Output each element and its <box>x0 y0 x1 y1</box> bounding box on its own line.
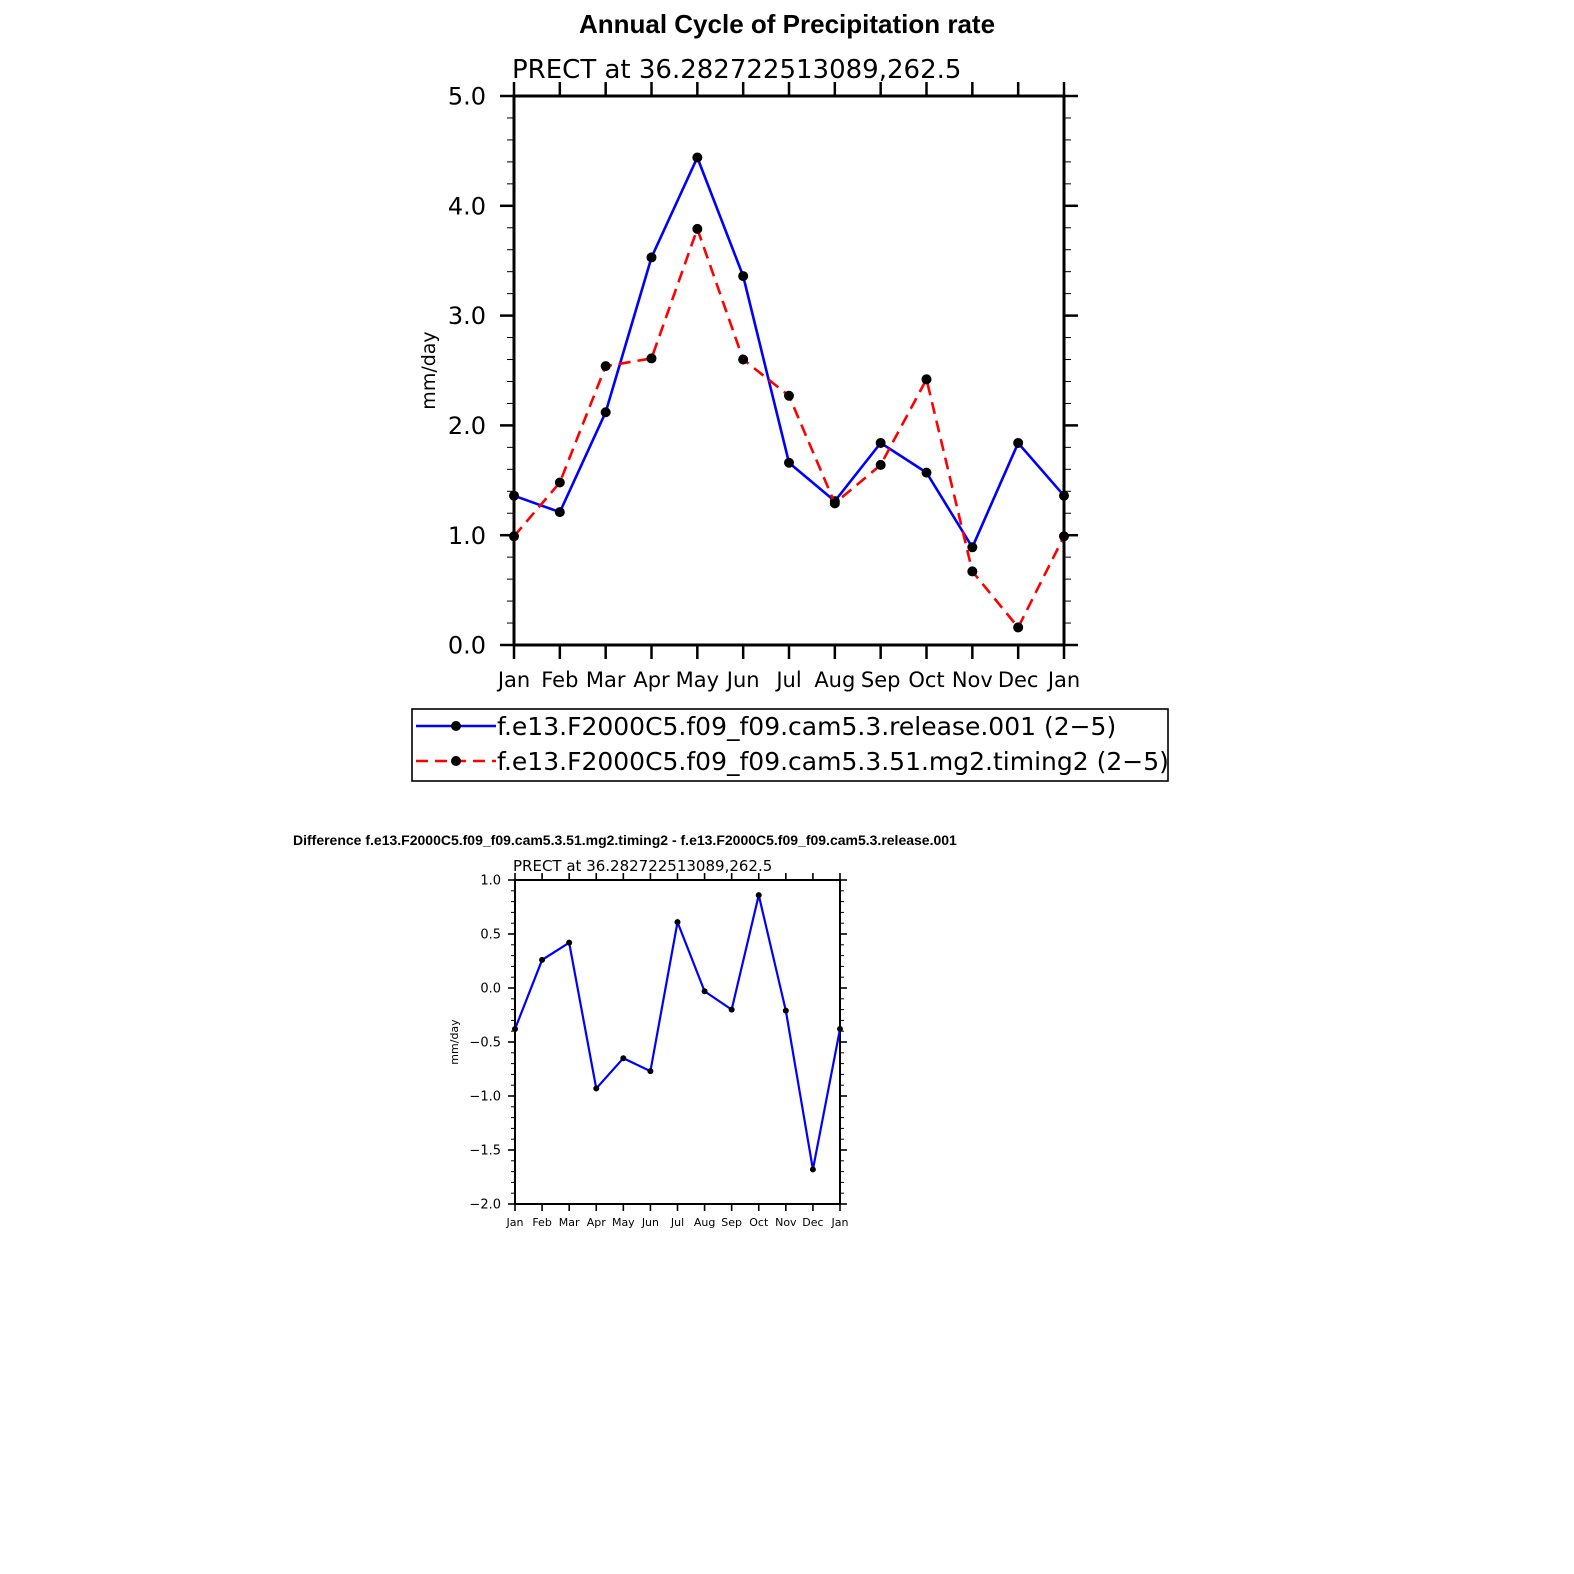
x-tick-label: Aug <box>694 1216 715 1229</box>
data-point <box>755 892 762 899</box>
data-point <box>620 1055 627 1062</box>
data-point <box>646 353 657 364</box>
data-point <box>1013 622 1024 633</box>
legend: f.e13.F2000C5.f09_f09.cam5.3.release.001… <box>411 708 1169 782</box>
data-point <box>600 361 611 372</box>
x-tick-label: Nov <box>775 1216 797 1229</box>
data-point <box>1059 490 1069 501</box>
x-tick-label: Jan <box>1046 668 1080 692</box>
data-point <box>784 457 794 468</box>
data-point <box>692 152 703 163</box>
plot-subtitle: PRECT at 36.282722513089,262.5 <box>512 55 961 85</box>
legend-label: f.e13.F2000C5.f09_f09.cam5.3.51.mg2.timi… <box>497 747 1169 776</box>
y-tick-label: 0.0 <box>480 982 501 997</box>
data-point <box>566 939 573 946</box>
data-point <box>539 956 546 963</box>
x-tick-label: Sep <box>721 1216 742 1229</box>
y-tick-label: −1.5 <box>469 1144 501 1159</box>
data-point <box>554 507 565 518</box>
data-point <box>837 1026 843 1033</box>
data-point <box>1059 531 1069 542</box>
x-tick-label: Jul <box>670 1216 684 1229</box>
x-tick-label: Jun <box>641 1216 659 1229</box>
data-point <box>738 354 749 365</box>
data-point <box>829 498 840 509</box>
data-point <box>692 223 703 234</box>
x-tick-label: Dec <box>998 668 1039 692</box>
y-tick-label: −0.5 <box>469 1036 501 1051</box>
x-tick-label: Oct <box>749 1216 769 1229</box>
x-tick-label: Apr <box>633 668 670 692</box>
data-point <box>509 490 519 501</box>
y-axis-label: mm/day <box>418 331 440 409</box>
x-tick-label: Feb <box>541 668 578 692</box>
y-tick-label: 1.0 <box>480 874 501 889</box>
annual-cycle-plot: Jan Feb Mar Apr May Jun Jul Aug Sep Oct Nov Dec Jan 0… <box>418 55 1080 692</box>
x-tick-label: Feb <box>532 1216 551 1229</box>
legend-box <box>411 708 1169 782</box>
data-point <box>784 390 794 401</box>
data-point <box>967 542 978 553</box>
data-point <box>600 407 611 418</box>
x-tick-label: Mar <box>586 668 626 692</box>
x-tick-label: Jan <box>506 1216 524 1229</box>
y-tick-label: 2.0 <box>448 412 486 440</box>
y-tick-label: 1.0 <box>448 522 486 550</box>
x-tick-label: Jan <box>831 1216 849 1229</box>
data-point <box>921 374 932 385</box>
x-tick-label: Jul <box>774 668 801 692</box>
data-point <box>646 252 657 263</box>
data-point <box>782 1007 789 1014</box>
data-point <box>921 467 932 478</box>
data-point <box>967 566 978 577</box>
x-tick-label: Nov <box>952 668 993 692</box>
y-tick-label: 5.0 <box>448 83 486 111</box>
legend-label: f.e13.F2000C5.f09_f09.cam5.3.release.001… <box>497 712 1116 741</box>
main-title: Annual Cycle of Precipitation rate <box>579 9 995 39</box>
data-point <box>875 437 886 448</box>
x-tick-label: Mar <box>559 1216 580 1229</box>
difference-plot: Jan Feb Mar Apr May Jun Jul Aug Sep Oct Nov Dec Jan−… <box>448 857 849 1229</box>
plot-subtitle: PRECT at 36.282722513089,262.5 <box>513 857 772 875</box>
data-point <box>512 1026 518 1033</box>
legend-swatch-marker <box>451 721 461 731</box>
data-point <box>701 988 708 995</box>
data-point <box>509 531 519 542</box>
data-point <box>647 1068 654 1075</box>
data-point <box>593 1085 600 1092</box>
y-tick-label: 3.0 <box>448 302 486 330</box>
y-axis-label: mm/day <box>448 1019 461 1065</box>
data-point <box>738 271 749 282</box>
data-point <box>875 459 886 470</box>
data-point <box>809 1166 816 1173</box>
x-tick-label: Jun <box>725 668 760 692</box>
x-tick-label: Jan <box>496 668 530 692</box>
y-tick-label: −2.0 <box>469 1198 501 1213</box>
y-tick-label: 4.0 <box>448 192 486 220</box>
data-point <box>1013 437 1024 448</box>
x-tick-label: Apr <box>587 1216 607 1229</box>
x-tick-label: Dec <box>802 1216 823 1229</box>
legend-swatch-marker <box>451 756 461 766</box>
data-point <box>728 1006 735 1013</box>
x-tick-label: May <box>612 1216 635 1229</box>
data-point <box>674 919 681 926</box>
data-point <box>554 477 565 488</box>
y-tick-label: −1.0 <box>469 1090 501 1105</box>
x-tick-label: Aug <box>814 668 855 692</box>
difference-title: Difference f.e13.F2000C5.f09_f09.cam5.3.… <box>293 832 957 848</box>
x-tick-label: May <box>676 668 719 692</box>
y-tick-label: 0.5 <box>480 928 501 943</box>
x-tick-label: Sep <box>861 668 901 692</box>
x-tick-label: Oct <box>908 668 944 692</box>
y-tick-label: 0.0 <box>448 632 486 660</box>
